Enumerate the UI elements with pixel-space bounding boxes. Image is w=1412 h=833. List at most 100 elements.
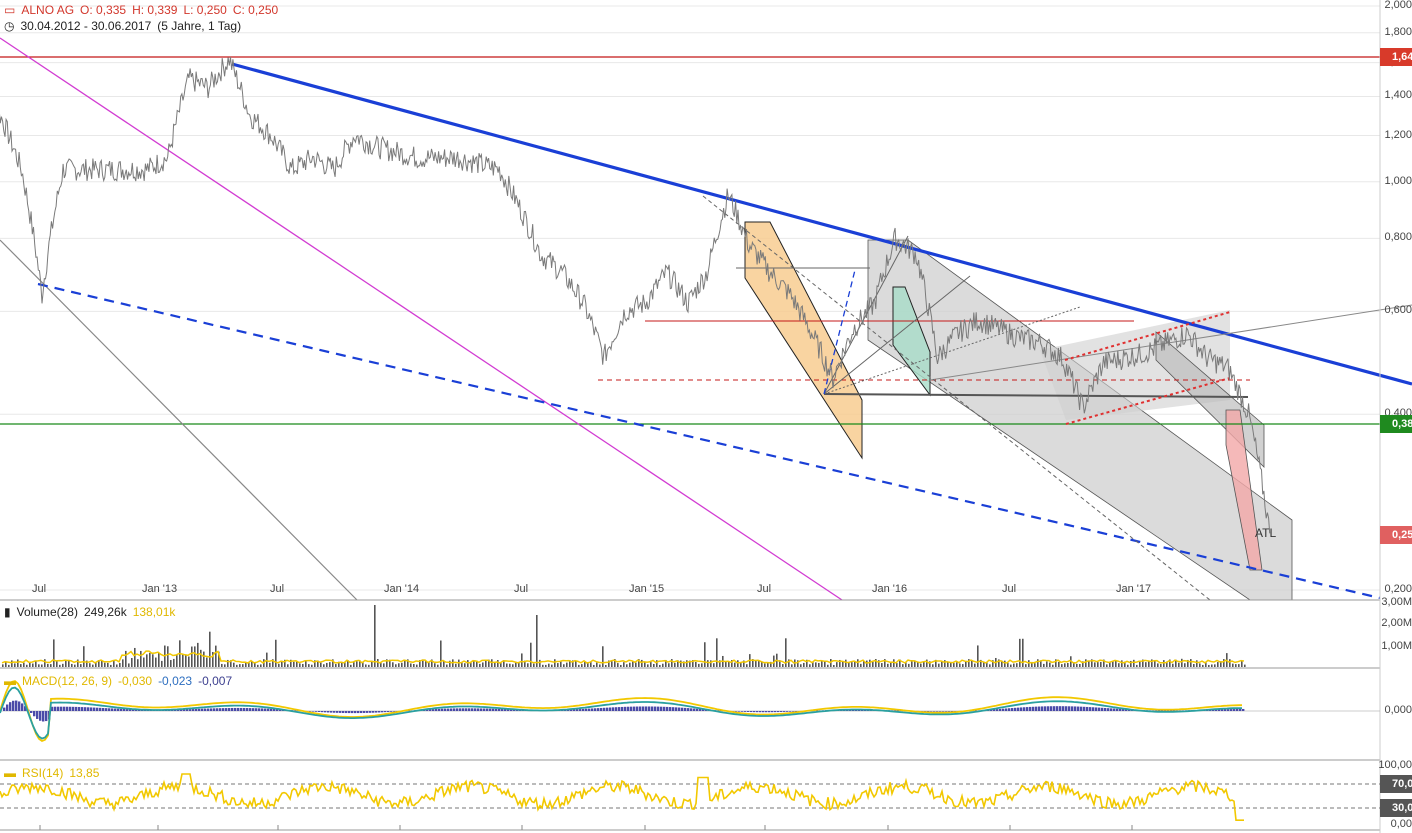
volume-bar	[734, 662, 736, 667]
volume-bar	[419, 660, 421, 667]
macd-hist-bar	[765, 711, 768, 713]
macd-hist-bar	[363, 711, 366, 713]
volume-bar	[1073, 663, 1075, 667]
volume-bar	[167, 646, 169, 667]
macd-hist-bar	[504, 709, 507, 711]
volume-bar	[887, 663, 889, 667]
macd-hist-bar	[1005, 708, 1008, 711]
volume-bar	[824, 660, 826, 667]
volume-bar	[20, 664, 22, 667]
volume-bar	[1109, 661, 1111, 667]
volume-bar	[878, 660, 880, 667]
macd-hist-bar	[570, 709, 573, 711]
macd-hist-bar	[606, 707, 609, 711]
volume-bar	[851, 662, 853, 667]
macd-hist-bar	[1125, 709, 1128, 711]
volume-bar	[1082, 661, 1084, 667]
volume-bar	[557, 663, 559, 667]
grey-dashed-fan	[702, 195, 1211, 601]
volume-bar	[620, 664, 622, 667]
volume-bar	[242, 664, 244, 667]
volume-bar	[737, 660, 739, 667]
volume-bar	[119, 663, 121, 667]
volume-bar	[395, 664, 397, 667]
macd-hist-bar	[1116, 708, 1119, 711]
volume-bar	[683, 661, 685, 667]
volume-bar	[866, 660, 868, 667]
macd-hist-bar	[129, 709, 132, 711]
volume-bar	[326, 662, 328, 667]
y-tick-label: 0,200	[1384, 583, 1412, 595]
macd-hist-bar	[30, 711, 33, 714]
volume-bar	[953, 663, 955, 667]
macd-hist-bar	[225, 708, 228, 711]
volume-bar	[101, 660, 103, 667]
macd-hist-bar	[507, 709, 510, 711]
macd-hist-bar	[1044, 706, 1047, 711]
volume-bar	[62, 663, 64, 667]
x-tick-label: Jul	[32, 583, 47, 595]
macd-hist-bar	[375, 711, 378, 713]
volume-bar	[1172, 663, 1174, 667]
volume-bar	[1064, 663, 1066, 667]
volume-bar	[68, 659, 70, 667]
macd-hist-bar	[462, 708, 465, 711]
volume-bar	[272, 659, 274, 667]
volume-bar	[137, 659, 139, 667]
macd-hist-bar	[351, 711, 354, 714]
macd-hist-bar	[1155, 710, 1158, 711]
volume-bar	[908, 663, 910, 667]
volume-bar	[674, 662, 676, 667]
volume-bar	[872, 662, 874, 667]
volume-bar	[161, 660, 163, 667]
volume-bar	[92, 664, 94, 667]
macd-hist-bar	[1068, 706, 1071, 711]
volume-bar	[848, 662, 850, 667]
price-tag-last: 0,250	[1380, 526, 1412, 544]
volume-bar	[929, 661, 931, 667]
volume-bar	[962, 664, 964, 667]
volume-bar	[1058, 661, 1060, 667]
volume-bar	[341, 662, 343, 667]
macd-hist-bar	[378, 711, 381, 713]
volume-bar	[335, 664, 337, 667]
volume-bar	[1199, 663, 1201, 667]
macd-hist-bar	[1041, 706, 1044, 711]
macd-hist-bar	[1095, 707, 1098, 711]
volume-bar	[230, 660, 232, 667]
x-tick-label: Jul	[1002, 583, 1017, 595]
macd-hist-bar	[1176, 710, 1179, 711]
volume-bar	[608, 660, 610, 667]
volume-bar	[86, 660, 88, 667]
macd-hist-bar	[267, 708, 270, 711]
macd-hist-bar	[246, 708, 249, 711]
volume-bar	[485, 659, 487, 667]
volume-bar	[203, 651, 205, 667]
volume-bar	[566, 662, 568, 667]
macd-hist-bar	[666, 706, 669, 711]
volume-bar	[1112, 661, 1114, 667]
macd-hist-bar	[87, 707, 90, 711]
macd-hist-bar	[681, 707, 684, 711]
volume-bar	[1037, 659, 1039, 667]
volume-bar	[1181, 658, 1183, 667]
macd-hist-bar	[84, 707, 87, 711]
volume-bar	[200, 649, 202, 667]
macd-hist-bar	[264, 708, 267, 711]
macd-hist-bar	[1017, 707, 1020, 711]
range-header: ◷ 30.04.2012 - 30.06.2017 (5 Jahre, 1 Tag)	[4, 19, 247, 33]
macd-hist-bar	[255, 708, 258, 711]
macd-hist-bar	[438, 708, 441, 711]
volume-axis-1: 3,00M	[1381, 596, 1412, 608]
volume-bar	[215, 645, 217, 667]
volume-bar	[1100, 662, 1102, 667]
volume-bar	[8, 664, 10, 667]
macd-hist-bar	[696, 708, 699, 711]
volume-bar	[1085, 659, 1087, 667]
volume-bar	[434, 663, 436, 667]
volume-bar	[548, 663, 550, 667]
volume-bar	[638, 659, 640, 667]
macd-hist-bar	[594, 708, 597, 711]
volume-bar	[578, 664, 580, 667]
